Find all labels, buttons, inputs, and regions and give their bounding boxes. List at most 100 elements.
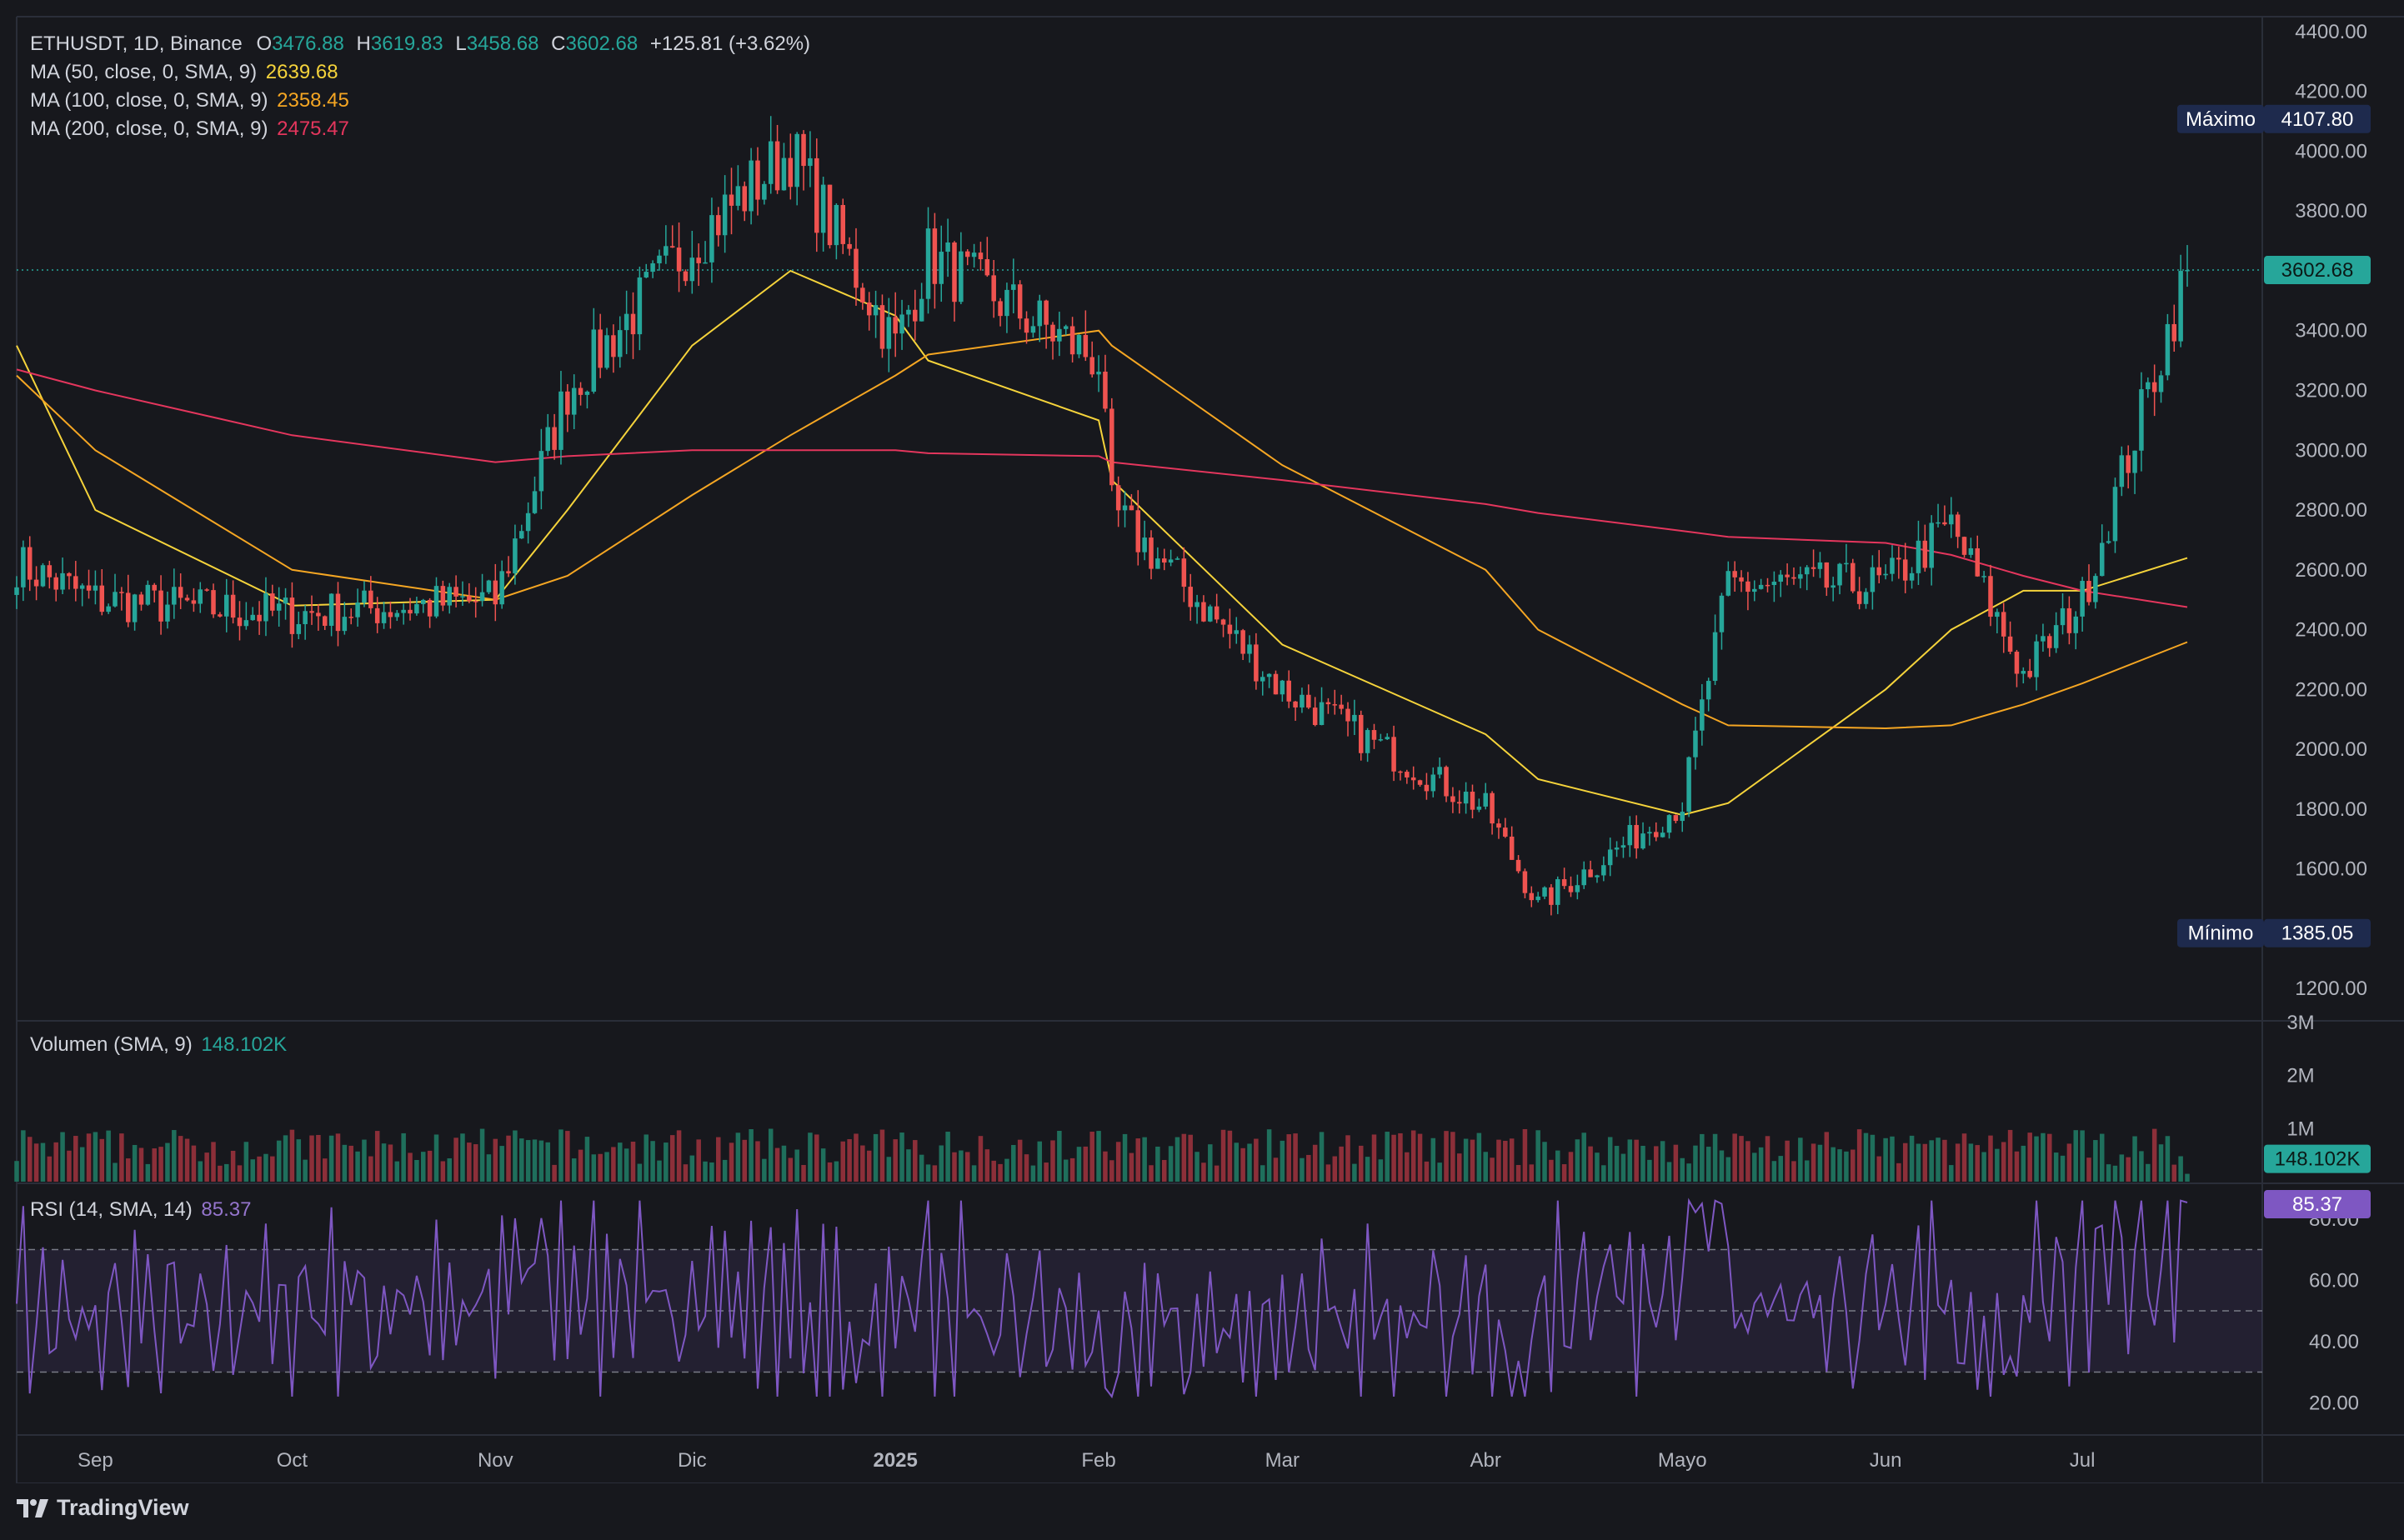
candle-body (808, 158, 813, 167)
ma100-legend[interactable]: MA (100, close, 0, SMA, 9) 2358.45 (30, 87, 810, 115)
volume-bar (1595, 1152, 1600, 1182)
tradingview-logo-icon (17, 1498, 48, 1518)
candle-body (1870, 567, 1876, 592)
candle (2139, 372, 2144, 472)
ma-line (16, 269, 2188, 817)
rsi-path (16, 1198, 2188, 1399)
volume-bar (689, 1155, 695, 1182)
candle (79, 583, 85, 607)
candle-body (1365, 730, 1370, 753)
candle-body (467, 596, 472, 602)
ma50-legend[interactable]: MA (50, close, 0, SMA, 9) 2639.68 (30, 58, 810, 87)
volume-bar (591, 1154, 597, 1182)
candle (1890, 545, 1895, 582)
time-axis[interactable]: Sep Oct Nov Dic 2025 Feb Mar Abr Mayo Jun Jul (78, 1449, 2095, 1472)
volume-bar (2126, 1157, 2131, 1182)
candle (1771, 571, 1777, 602)
axis-badges: Máximo 4107.80 Mínimo 1385.05 3602.68 148.102… (2177, 104, 2371, 1219)
candle (40, 562, 46, 588)
ma200-legend[interactable]: MA (200, close, 0, SMA, 9) 2475.47 (30, 115, 810, 143)
candle (1424, 772, 1430, 800)
candle-body (519, 531, 524, 539)
volume-bar (1916, 1143, 1921, 1182)
candle (1607, 838, 1613, 877)
candle (2007, 621, 2013, 655)
time-tick-label: Mayo (1658, 1449, 1707, 1472)
candle-body (735, 186, 741, 206)
rsi-legend[interactable]: RSI (14, SMA, 14) 85.37 (30, 1198, 251, 1222)
candle (571, 374, 577, 430)
volume-bar (1161, 1159, 1167, 1182)
price-axis[interactable]: 4400.004200.004000.003800.003600.003400.… (2286, 21, 2367, 1414)
candle (676, 222, 682, 292)
candle-body (1352, 714, 1357, 722)
price-tick-label: 2400.00 (2295, 619, 2367, 642)
volume-bar (676, 1130, 682, 1182)
high-value: 3619.83 (370, 32, 443, 55)
rsi-line (16, 1198, 2188, 1399)
volume-bar (1765, 1136, 1770, 1182)
volume-bar (1883, 1138, 1888, 1182)
candle-body (2034, 641, 2039, 678)
candle-body (919, 298, 924, 322)
candle-body (1955, 514, 1961, 538)
open-label: O (256, 32, 273, 55)
candle-body (774, 141, 780, 191)
candle (243, 602, 249, 630)
high-label: H (356, 32, 371, 55)
volume-bar (2007, 1129, 2013, 1182)
candle-body (2086, 581, 2091, 602)
volume-legend[interactable]: Volumen (SMA, 9) 148.102K (30, 1033, 287, 1057)
volume-bar (67, 1150, 72, 1182)
volume-bar (276, 1140, 282, 1182)
volume-bar (1811, 1143, 1816, 1182)
candle-body (840, 205, 846, 244)
candle-body (460, 596, 465, 598)
candle (1325, 698, 1331, 714)
candle (473, 587, 478, 618)
candle (1220, 618, 1226, 638)
candle (2099, 524, 2105, 577)
volume-bar (401, 1132, 406, 1182)
symbol-row[interactable]: ETHUSDT, 1D, Binance O3476.88 H3619.83 L… (30, 30, 810, 58)
rsi-value: 85.37 (201, 1198, 252, 1221)
candle-body (433, 586, 439, 617)
volume-bar (1371, 1134, 1377, 1182)
candle (355, 588, 360, 628)
volume-bar (1542, 1142, 1547, 1182)
volume-bar (460, 1133, 465, 1182)
candle-body (1680, 812, 1685, 822)
candle (414, 597, 419, 616)
candle (289, 582, 295, 648)
volume-bar (1476, 1132, 1482, 1182)
candle-body (125, 592, 131, 622)
candle (1981, 571, 1986, 583)
candle-body (618, 330, 623, 358)
volume-bar (2165, 1136, 2171, 1182)
candle-body (1266, 673, 1272, 678)
candle (106, 603, 111, 614)
candle-body (873, 305, 879, 316)
volume-bar (1896, 1162, 1901, 1182)
candle-body (906, 309, 911, 315)
volume-bar (1555, 1150, 1560, 1182)
tradingview-brand[interactable]: TradingView (17, 1495, 189, 1521)
candle (1450, 787, 1455, 813)
volume-bar (86, 1133, 92, 1182)
candle (178, 573, 183, 609)
candle (1345, 702, 1350, 737)
volume-bar (473, 1144, 478, 1182)
volume-bar (906, 1149, 911, 1182)
volume-bar (1227, 1130, 1233, 1182)
candle-body (198, 589, 203, 604)
candle (2014, 649, 2020, 688)
candle (1129, 493, 1134, 511)
volume-bar (1194, 1152, 1199, 1182)
volume-bar (1254, 1138, 1259, 1182)
candle-body (558, 391, 563, 450)
volume-bar (198, 1161, 203, 1182)
candle-body (296, 623, 302, 634)
volume-bar (1083, 1146, 1089, 1182)
candle-body (860, 288, 865, 303)
candle-body (755, 160, 760, 200)
